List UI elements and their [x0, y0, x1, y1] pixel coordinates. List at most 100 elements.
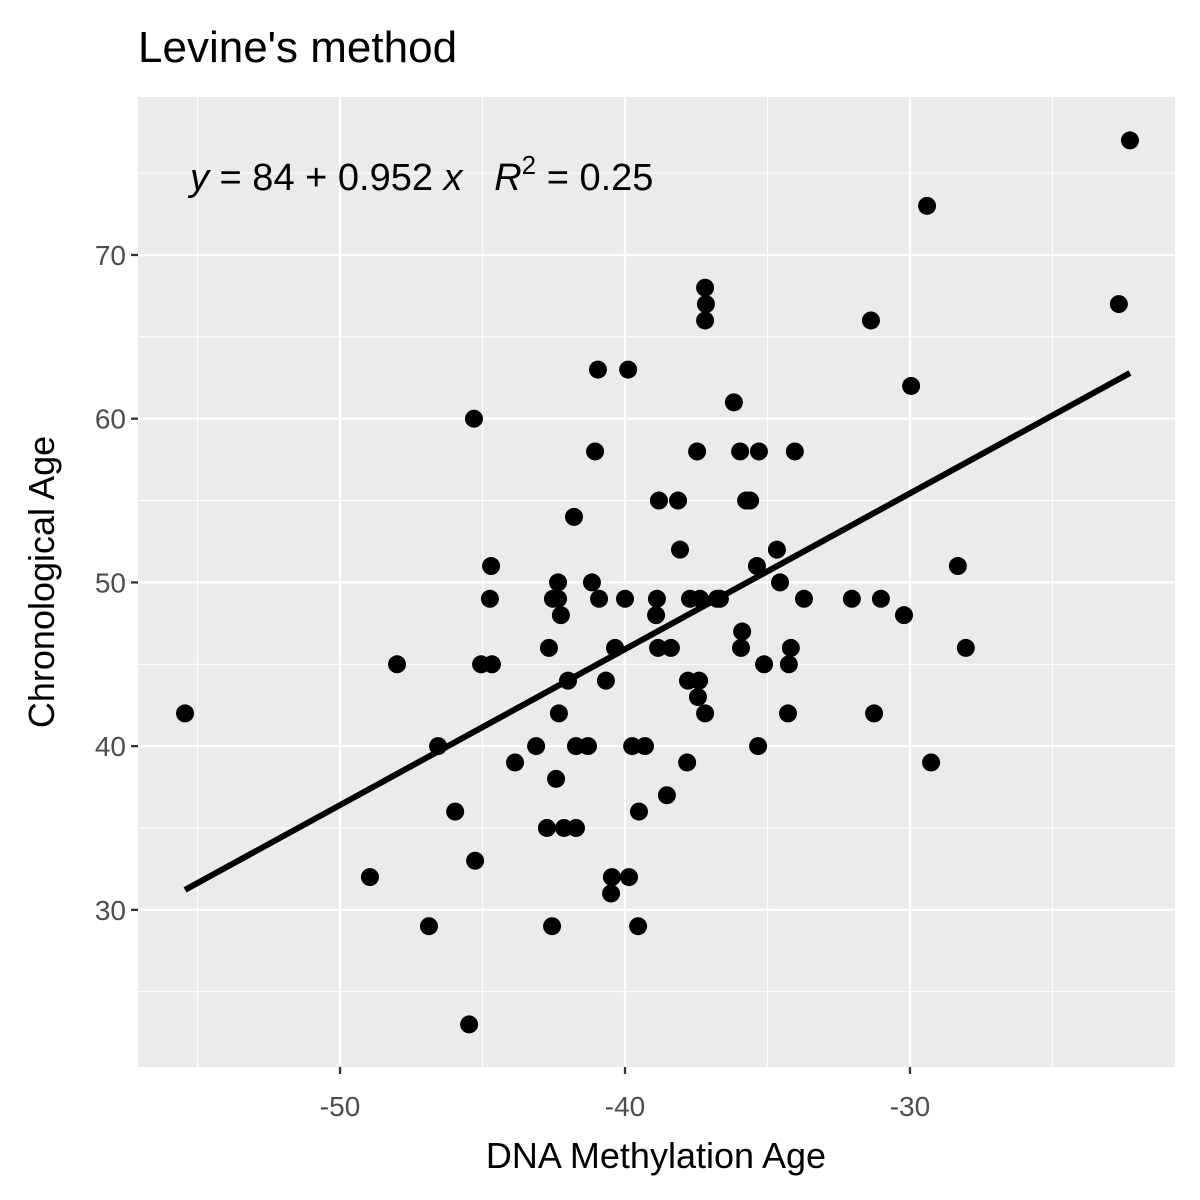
point — [460, 1015, 479, 1034]
point — [771, 573, 790, 592]
point — [741, 491, 760, 510]
x-axis-title: DNA Methylation Age — [486, 1135, 826, 1176]
annotation-part — [463, 157, 495, 199]
point — [779, 655, 798, 674]
point — [590, 589, 609, 608]
point — [629, 917, 648, 936]
point — [446, 802, 465, 821]
point — [464, 409, 483, 428]
point — [733, 622, 752, 641]
point — [506, 753, 525, 772]
y-tick-label: 60 — [95, 404, 126, 435]
annotation-part: x — [442, 157, 465, 199]
point — [537, 818, 556, 837]
x-tick-label: -40 — [605, 1091, 645, 1122]
point — [647, 589, 666, 608]
point — [176, 704, 195, 723]
point — [466, 851, 485, 870]
fit-line — [183, 370, 1132, 893]
point — [696, 704, 715, 723]
point — [894, 606, 913, 625]
point — [588, 360, 607, 379]
point — [482, 655, 501, 674]
point — [547, 769, 566, 788]
point — [688, 442, 707, 461]
y-tick-label: 50 — [95, 567, 126, 598]
point — [871, 589, 890, 608]
point — [657, 786, 676, 805]
point — [696, 311, 715, 330]
chart-title: Levine's method — [138, 23, 457, 72]
point — [842, 589, 861, 608]
point — [747, 557, 766, 576]
point — [649, 491, 668, 510]
point — [620, 868, 639, 887]
point — [1120, 131, 1139, 150]
point — [678, 753, 697, 772]
marks — [176, 131, 1139, 1034]
point — [602, 884, 621, 903]
annotation-part: 2 — [522, 150, 536, 180]
annotation-part: y — [187, 157, 211, 199]
point — [779, 704, 798, 723]
point — [602, 868, 621, 887]
y-tick-label: 70 — [95, 240, 126, 271]
x-tick-label: -30 — [890, 1091, 930, 1122]
point — [724, 393, 743, 412]
point — [549, 573, 568, 592]
point — [596, 671, 615, 690]
annotation-part: R — [494, 157, 521, 199]
point — [956, 638, 975, 657]
annotation-part: = 84 + 0.952 — [209, 157, 444, 199]
point — [671, 540, 690, 559]
point — [623, 737, 642, 756]
point — [566, 818, 585, 837]
point — [922, 753, 941, 772]
point — [696, 278, 715, 297]
point — [360, 868, 379, 887]
annotation-part: = 0.25 — [536, 157, 653, 199]
point — [861, 311, 880, 330]
point — [578, 737, 597, 756]
point — [388, 655, 407, 674]
point — [480, 589, 499, 608]
x-tick-label: -50 — [320, 1091, 360, 1122]
point — [527, 737, 546, 756]
point — [731, 442, 750, 461]
point — [918, 196, 937, 215]
point — [549, 589, 568, 608]
point — [865, 704, 884, 723]
point — [647, 606, 666, 625]
point — [649, 638, 668, 657]
y-tick-label: 30 — [95, 895, 126, 926]
point — [1109, 295, 1128, 314]
point — [586, 442, 605, 461]
point — [482, 557, 501, 576]
point — [767, 540, 786, 559]
point — [629, 802, 648, 821]
point — [690, 671, 709, 690]
point — [749, 737, 768, 756]
point — [543, 917, 562, 936]
point — [635, 737, 654, 756]
point — [539, 638, 558, 657]
fit-annotation: y = 84 + 0.952 x R2 = 0.25 — [187, 150, 653, 199]
y-axis-title: Chronological Age — [21, 436, 62, 728]
y-tick-label: 40 — [95, 731, 126, 762]
point — [902, 376, 921, 395]
point — [551, 606, 570, 625]
point — [661, 638, 680, 657]
point — [549, 704, 568, 723]
point — [731, 638, 750, 657]
point — [749, 442, 768, 461]
point — [419, 917, 438, 936]
point — [696, 295, 715, 314]
point — [948, 557, 967, 576]
point — [688, 688, 707, 707]
point — [781, 638, 800, 657]
point — [794, 589, 813, 608]
point — [785, 442, 804, 461]
point — [669, 491, 688, 510]
point — [582, 573, 601, 592]
